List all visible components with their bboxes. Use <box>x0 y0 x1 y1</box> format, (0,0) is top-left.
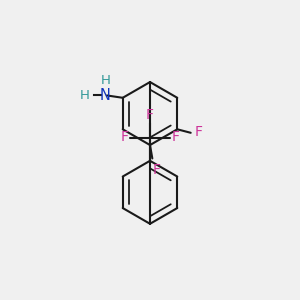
Text: H: H <box>100 74 110 87</box>
Text: F: F <box>146 108 154 122</box>
Text: F: F <box>121 130 129 145</box>
Text: N: N <box>99 88 110 103</box>
Text: F: F <box>171 130 179 145</box>
Text: H: H <box>80 89 89 102</box>
Text: F: F <box>153 163 161 176</box>
Text: F: F <box>195 125 203 139</box>
